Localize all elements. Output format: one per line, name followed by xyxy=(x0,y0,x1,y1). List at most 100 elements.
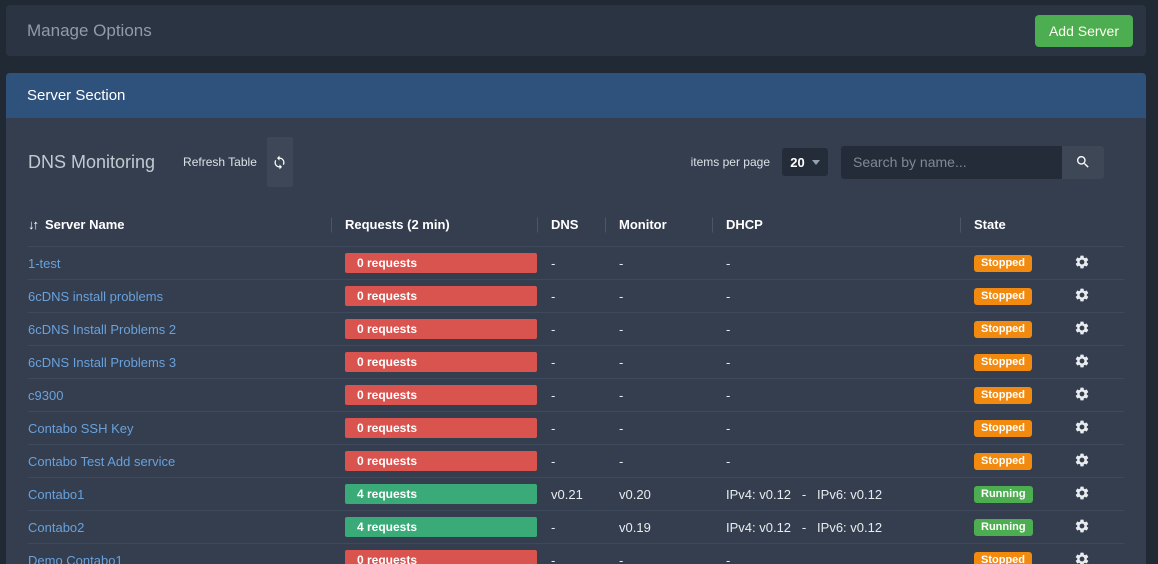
monitor-value: - xyxy=(605,322,712,337)
monitor-value: v0.20 xyxy=(605,487,712,502)
state-badge: Stopped xyxy=(974,453,1032,470)
actions-cell xyxy=(1040,518,1124,537)
dns-value: - xyxy=(537,520,605,535)
server-section-panel: Server Section DNS Monitoring Refresh Ta… xyxy=(6,73,1146,564)
state-badge: Stopped xyxy=(974,387,1032,404)
state-badge: Stopped xyxy=(974,321,1032,338)
chevron-down-icon xyxy=(812,160,820,165)
dns-value: v0.21 xyxy=(537,487,605,502)
search-button[interactable] xyxy=(1062,146,1104,179)
server-name-cell: c9300 xyxy=(28,388,331,403)
toolbar-left: DNS Monitoring Refresh Table xyxy=(28,137,293,187)
add-server-button[interactable]: Add Server xyxy=(1035,15,1133,47)
server-name-link[interactable]: Contabo1 xyxy=(28,487,84,502)
table-row: Contabo1 4 requests v0.21 v0.20 IPv4: v0… xyxy=(28,477,1124,510)
actions-cell xyxy=(1040,452,1124,471)
dhcp-value: IPv4: v0.12 - IPv6: v0.12 xyxy=(712,487,960,502)
requests-badge: 0 requests xyxy=(345,352,537,372)
gear-icon[interactable] xyxy=(1074,419,1090,435)
search-icon xyxy=(1075,154,1091,170)
table-row: 1-test 0 requests - - - Stopped xyxy=(28,246,1124,279)
actions-cell xyxy=(1040,419,1124,438)
column-header-state: State xyxy=(960,203,1040,246)
server-name-link[interactable]: 6cDNS install problems xyxy=(28,289,163,304)
server-name-link[interactable]: 1-test xyxy=(28,256,61,271)
server-name-link[interactable]: c9300 xyxy=(28,388,63,403)
state-cell: Stopped xyxy=(960,551,1040,564)
monitor-value: - xyxy=(605,553,712,564)
gear-icon[interactable] xyxy=(1074,386,1090,402)
refresh-icon xyxy=(272,155,287,170)
state-badge: Stopped xyxy=(974,354,1032,371)
dns-value: - xyxy=(537,289,605,304)
actions-cell xyxy=(1040,485,1124,504)
server-name-cell: 1-test xyxy=(28,256,331,271)
sort-icon[interactable]: ↓↑ xyxy=(28,217,37,232)
top-bar: Manage Options Add Server xyxy=(6,5,1146,56)
table-row: 6cDNS Install Problems 3 0 requests - - … xyxy=(28,345,1124,378)
gear-icon[interactable] xyxy=(1074,287,1090,303)
requests-cell: 0 requests xyxy=(331,319,537,339)
monitor-value: - xyxy=(605,454,712,469)
state-badge: Running xyxy=(974,519,1033,536)
table-row: 6cDNS Install Problems 2 0 requests - - … xyxy=(28,312,1124,345)
table-toolbar: DNS Monitoring Refresh Table items per p… xyxy=(28,135,1124,189)
dhcp-value: - xyxy=(712,454,960,469)
state-cell: Stopped xyxy=(960,353,1040,371)
requests-cell: 0 requests xyxy=(331,418,537,438)
table-row: Contabo2 4 requests - v0.19 IPv4: v0.12 … xyxy=(28,510,1124,543)
dhcp-value: IPv4: v0.12 - IPv6: v0.12 xyxy=(712,520,960,535)
server-name-link[interactable]: Contabo SSH Key xyxy=(28,421,134,436)
requests-cell: 0 requests xyxy=(331,451,537,471)
column-header-monitor: Monitor xyxy=(605,203,712,246)
server-name-link[interactable]: 6cDNS Install Problems 3 xyxy=(28,355,176,370)
refresh-table-button[interactable] xyxy=(267,137,293,187)
gear-icon[interactable] xyxy=(1074,452,1090,468)
server-name-cell: 6cDNS install problems xyxy=(28,289,331,304)
requests-badge: 0 requests xyxy=(345,286,537,306)
page-title: Manage Options xyxy=(27,21,152,41)
state-badge: Stopped xyxy=(974,288,1032,305)
server-name-cell: Demo Contabo1 xyxy=(28,553,331,564)
gear-icon[interactable] xyxy=(1074,485,1090,501)
requests-cell: 0 requests xyxy=(331,385,537,405)
requests-badge: 4 requests xyxy=(345,484,537,504)
section-header: Server Section xyxy=(6,73,1146,118)
table-body: 1-test 0 requests - - - Stopped xyxy=(28,246,1124,564)
requests-badge: 0 requests xyxy=(345,385,537,405)
gear-icon[interactable] xyxy=(1074,254,1090,270)
search-input[interactable] xyxy=(841,146,1062,179)
server-name-link[interactable]: 6cDNS Install Problems 2 xyxy=(28,322,176,337)
state-cell: Stopped xyxy=(960,419,1040,437)
search-group xyxy=(841,146,1104,179)
items-per-page-select[interactable]: 20 xyxy=(782,148,828,176)
requests-badge: 0 requests xyxy=(345,319,537,339)
server-name-cell: 6cDNS Install Problems 2 xyxy=(28,322,331,337)
table-row: Contabo SSH Key 0 requests - - - Stopped xyxy=(28,411,1124,444)
dns-monitoring-title: DNS Monitoring xyxy=(28,152,155,173)
gear-icon[interactable] xyxy=(1074,320,1090,336)
requests-cell: 0 requests xyxy=(331,352,537,372)
requests-badge: 0 requests xyxy=(345,550,537,564)
state-badge: Running xyxy=(974,486,1033,503)
gear-icon[interactable] xyxy=(1074,518,1090,534)
gear-icon[interactable] xyxy=(1074,551,1090,564)
requests-badge: 4 requests xyxy=(345,517,537,537)
gear-icon[interactable] xyxy=(1074,353,1090,369)
state-cell: Stopped xyxy=(960,386,1040,404)
server-name-cell: Contabo1 xyxy=(28,487,331,502)
server-name-link[interactable]: Contabo Test Add service xyxy=(28,454,175,469)
requests-cell: 0 requests xyxy=(331,286,537,306)
dhcp-value: - xyxy=(712,388,960,403)
table-header-row: ↓↑ Server Name Requests (2 min) DNS Moni… xyxy=(28,203,1124,246)
dhcp-value: - xyxy=(712,256,960,271)
server-name-link[interactable]: Demo Contabo1 xyxy=(28,553,123,564)
actions-cell xyxy=(1040,254,1124,273)
server-name-link[interactable]: Contabo2 xyxy=(28,520,84,535)
section-title: Server Section xyxy=(27,87,125,104)
server-name-cell: Contabo2 xyxy=(28,520,331,535)
items-per-page-value: 20 xyxy=(790,155,804,170)
state-cell: Running xyxy=(960,485,1040,503)
monitor-value: - xyxy=(605,421,712,436)
requests-badge: 0 requests xyxy=(345,451,537,471)
